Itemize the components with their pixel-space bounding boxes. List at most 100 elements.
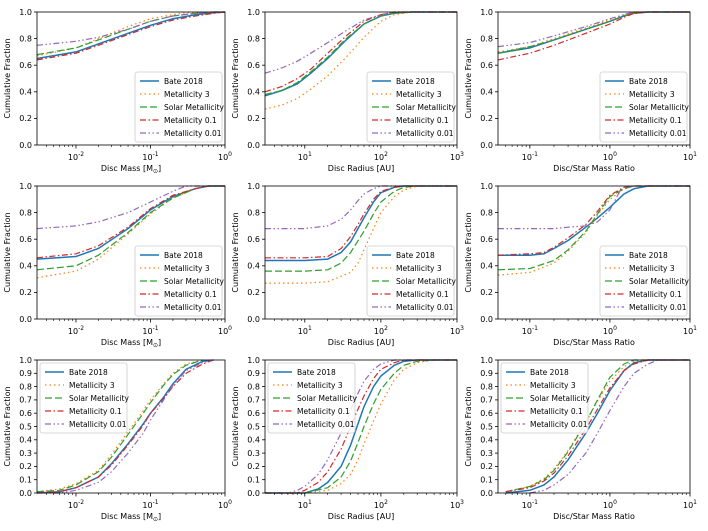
x-tick-exponent: 3 bbox=[460, 151, 464, 158]
legend-entry: Metallicity 0.1 bbox=[164, 116, 217, 125]
y-tick-label: 1.0 bbox=[247, 8, 260, 17]
legend-entry: Solar Metallicity bbox=[629, 103, 690, 112]
legend-entry: Metallicity 3 bbox=[297, 381, 343, 390]
x-tick-exponent: 0 bbox=[613, 325, 617, 332]
y-tick-label: 0.5 bbox=[480, 422, 493, 431]
series-line-metallicity-0-01 bbox=[36, 11, 225, 46]
y-tick-label: 0.8 bbox=[247, 34, 260, 43]
y-tick-label: 1.0 bbox=[480, 356, 493, 365]
series-line-bate-2018 bbox=[265, 359, 457, 494]
legend-entry: Solar Metallicity bbox=[164, 277, 225, 286]
legend-entry: Metallicity 3 bbox=[629, 264, 675, 273]
series-line-metallicity-0-01 bbox=[529, 359, 690, 494]
y-tick-label: 0.4 bbox=[247, 436, 260, 445]
y-tick-label: 0.8 bbox=[480, 34, 493, 43]
y-axis-label: Cumulative Fraction bbox=[464, 212, 473, 292]
y-tick-label: 0.2 bbox=[480, 288, 493, 297]
series-line-metallicity-3 bbox=[36, 359, 203, 493]
legend-entry: Metallicity 0.01 bbox=[530, 420, 588, 429]
x-axis-label-text: Disc Mass [M bbox=[101, 512, 153, 521]
series-line-solar-metallicity bbox=[36, 11, 225, 56]
x-tick-label: 102 bbox=[374, 325, 388, 336]
x-tick-label: 10-2 bbox=[68, 325, 84, 336]
y-tick-label: 1.0 bbox=[247, 182, 260, 191]
x-tick-exponent: 0 bbox=[613, 499, 617, 506]
y-tick-label: 0.9 bbox=[19, 369, 32, 378]
x-axis-label-end: ] bbox=[158, 338, 161, 347]
legend-box bbox=[39, 362, 128, 434]
x-tick-label: 100 bbox=[218, 499, 232, 510]
x-axis-label-text: Disc Mass [M bbox=[101, 338, 153, 347]
y-tick-label: 0.1 bbox=[480, 476, 493, 485]
y-tick-label: 0.2 bbox=[19, 114, 32, 123]
series-line-metallicity-0-01 bbox=[36, 185, 225, 230]
legend-entry: Metallicity 0.01 bbox=[396, 129, 454, 138]
legend-entry: Metallicity 3 bbox=[396, 90, 442, 99]
x-tick-exponent: 1 bbox=[693, 151, 697, 158]
legend-entry: Bate 2018 bbox=[396, 77, 435, 86]
x-tick-exponent: 1 bbox=[308, 325, 312, 332]
legend: Bate 2018 Metallicity 3 Solar Metallicity M… bbox=[39, 362, 130, 434]
y-tick-label: 0.5 bbox=[19, 422, 32, 431]
y-tick-label: 0.9 bbox=[480, 369, 493, 378]
y-tick-label: 0.1 bbox=[19, 476, 32, 485]
legend-entry: Metallicity 0.01 bbox=[629, 129, 687, 138]
legend: Bate 2018 Metallicity 3 Solar Metallicity M… bbox=[134, 245, 225, 317]
y-tick-label: 0.2 bbox=[247, 114, 260, 123]
series-line-solar-metallicity bbox=[265, 185, 457, 272]
legend-entry: Metallicity 0.1 bbox=[69, 407, 122, 416]
y-axis-label: Cumulative Fraction bbox=[231, 212, 240, 292]
y-tick-label: 0.5 bbox=[247, 422, 260, 431]
x-tick-label: 10-1 bbox=[142, 325, 158, 336]
x-tick-exponent: 3 bbox=[460, 325, 464, 332]
x-tick-exponent: 1 bbox=[693, 325, 697, 332]
legend-entry: Solar Metallicity bbox=[297, 394, 358, 403]
y-tick-label: 0.0 bbox=[480, 141, 493, 150]
legend: Bate 2018 Metallicity 3 Solar Metallicity M… bbox=[267, 362, 358, 434]
y-tick-label: 0.0 bbox=[19, 489, 32, 498]
x-tick-label: 100 bbox=[218, 325, 232, 336]
x-tick-label: 103 bbox=[450, 499, 464, 510]
x-tick-exponent: 0 bbox=[613, 151, 617, 158]
y-tick-label: 0.4 bbox=[247, 88, 260, 97]
legend-entry: Solar Metallicity bbox=[69, 394, 130, 403]
legend-entry: Metallicity 3 bbox=[164, 264, 210, 273]
y-axis-label: Cumulative Fraction bbox=[464, 38, 473, 118]
legend: Bate 2018 Metallicity 3 Solar Metallicity M… bbox=[366, 245, 457, 317]
series-line-bate-2018 bbox=[36, 11, 226, 60]
y-tick-label: 0.2 bbox=[19, 462, 32, 471]
y-tick-label: 1.0 bbox=[480, 8, 493, 17]
x-tick-exponent: 1 bbox=[308, 151, 312, 158]
x-axis-label: Disc Radius [AU] bbox=[328, 338, 394, 347]
x-axis-label-text: Disc/Star Mass Ratio bbox=[553, 512, 635, 521]
y-tick-label: 0.6 bbox=[480, 409, 493, 418]
x-tick-label: 100 bbox=[603, 499, 617, 510]
x-tick-label: 101 bbox=[298, 151, 312, 162]
x-tick-label: 10-1 bbox=[522, 151, 538, 162]
series-line-metallicity-0-01 bbox=[497, 11, 690, 48]
x-tick-exponent: 0 bbox=[228, 151, 232, 158]
x-tick-label: 101 bbox=[298, 325, 312, 336]
x-tick-exponent: -1 bbox=[153, 499, 159, 506]
y-tick-label: 0.8 bbox=[19, 34, 32, 43]
series-line-metallicity-0-1 bbox=[36, 11, 226, 61]
y-axis-label: Cumulative Fraction bbox=[231, 38, 240, 118]
x-tick-exponent: -1 bbox=[532, 151, 538, 158]
legend-entry: Metallicity 0.1 bbox=[629, 290, 682, 299]
legend-entry: Bate 2018 bbox=[396, 251, 435, 260]
x-axis-label-text: Disc Mass [M bbox=[101, 164, 153, 173]
y-tick-label: 0.4 bbox=[480, 262, 493, 271]
legend-entry: Metallicity 3 bbox=[530, 381, 576, 390]
legend-box bbox=[500, 362, 589, 434]
x-tick-label: 100 bbox=[603, 151, 617, 162]
y-tick-label: 1.0 bbox=[19, 356, 32, 365]
x-tick-label: 103 bbox=[450, 325, 464, 336]
y-tick-label: 0.0 bbox=[247, 489, 260, 498]
y-tick-label: 0.4 bbox=[480, 436, 493, 445]
legend-box bbox=[267, 362, 356, 434]
y-axis-label: Cumulative Fraction bbox=[3, 38, 12, 118]
x-tick-label: 100 bbox=[603, 325, 617, 336]
x-tick-label: 10-1 bbox=[142, 151, 158, 162]
